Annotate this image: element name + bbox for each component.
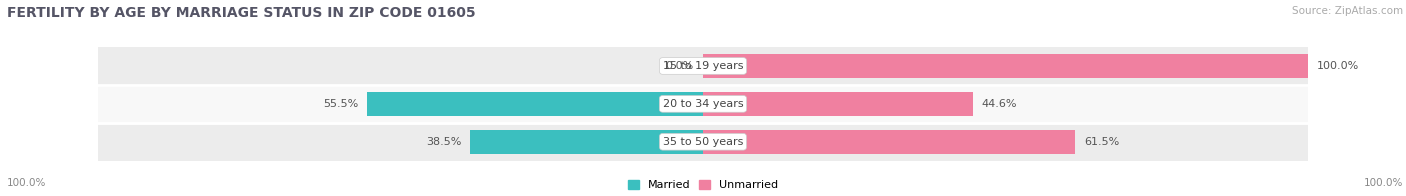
Text: Source: ZipAtlas.com: Source: ZipAtlas.com xyxy=(1292,6,1403,16)
Text: 61.5%: 61.5% xyxy=(1084,137,1119,147)
Bar xyxy=(703,54,1308,78)
Legend: Married, Unmarried: Married, Unmarried xyxy=(627,180,779,191)
Text: 35 to 50 years: 35 to 50 years xyxy=(662,137,744,147)
Text: 0.0%: 0.0% xyxy=(665,61,695,71)
Text: FERTILITY BY AGE BY MARRIAGE STATUS IN ZIP CODE 01605: FERTILITY BY AGE BY MARRIAGE STATUS IN Z… xyxy=(7,6,475,20)
Bar xyxy=(98,47,1308,85)
Text: 38.5%: 38.5% xyxy=(426,137,461,147)
Bar xyxy=(703,92,973,116)
Text: 55.5%: 55.5% xyxy=(323,99,359,109)
Text: 15 to 19 years: 15 to 19 years xyxy=(662,61,744,71)
Text: 100.0%: 100.0% xyxy=(7,178,46,188)
Text: 100.0%: 100.0% xyxy=(1364,178,1403,188)
Bar xyxy=(98,123,1308,161)
Text: 100.0%: 100.0% xyxy=(1316,61,1358,71)
Bar xyxy=(98,85,1308,123)
Bar xyxy=(703,130,1074,153)
Bar xyxy=(470,130,703,153)
Text: 44.6%: 44.6% xyxy=(981,99,1017,109)
Text: 20 to 34 years: 20 to 34 years xyxy=(662,99,744,109)
Bar xyxy=(367,92,703,116)
